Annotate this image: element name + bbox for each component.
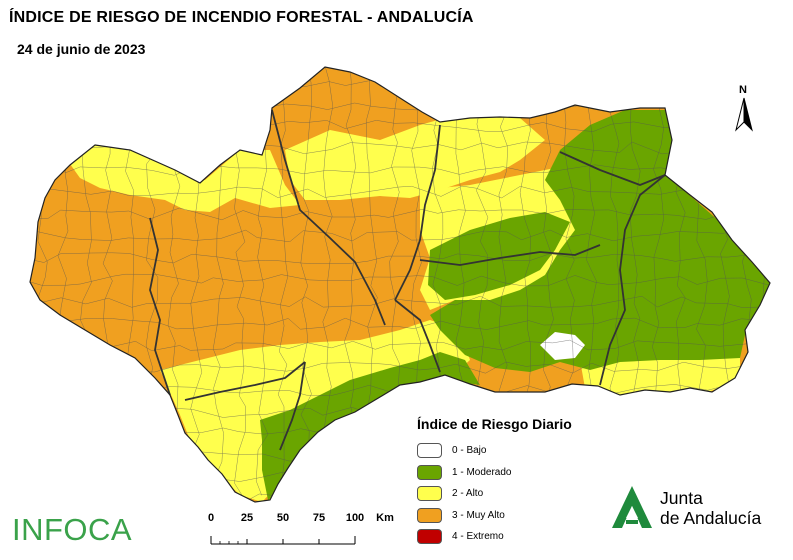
junta-text: Junta de Andalucía xyxy=(660,488,761,528)
legend-title: Índice de Riesgo Diario xyxy=(417,416,572,432)
border-cordoba-jaen xyxy=(394,124,441,301)
north-arrow: N xyxy=(732,84,758,134)
municipality-line xyxy=(30,252,768,264)
legend-label-muy-alto: 3 - Muy Alto xyxy=(452,509,505,521)
scale-unit: Km xyxy=(376,512,394,524)
legend-label-bajo: 0 - Bajo xyxy=(452,445,487,457)
municipality-line xyxy=(277,67,289,502)
municipality-line xyxy=(30,273,769,287)
scale-label-0: 0 xyxy=(207,512,215,524)
legend-item-moderado: 1 - Moderado xyxy=(417,462,572,484)
scale-label-25: 25 xyxy=(240,512,254,524)
north-letter: N xyxy=(739,84,747,96)
scale-label-75: 75 xyxy=(312,512,326,524)
legend-label-moderado: 1 - Moderado xyxy=(452,466,512,478)
municipality-line xyxy=(30,450,769,463)
bajo-zone-sierra-nevada xyxy=(540,332,585,360)
municipality-line xyxy=(20,55,765,66)
municipality-line xyxy=(30,427,769,441)
municipality-line xyxy=(30,229,765,243)
legend-label-alto: 2 - Alto xyxy=(452,488,484,500)
municipality-line xyxy=(30,295,765,308)
moderado-zone-central-east xyxy=(428,212,570,300)
border-jaen-granada xyxy=(419,244,601,266)
municipality-line xyxy=(300,67,313,502)
border-jaen-albacete xyxy=(559,151,666,186)
municipality-line xyxy=(30,405,767,418)
legend-swatch-bajo xyxy=(417,443,442,459)
border-sevilla-cadiz xyxy=(184,361,306,401)
border-huelva-sevilla xyxy=(149,217,171,396)
junta-line1: Junta xyxy=(660,488,703,508)
municipality-line xyxy=(14,61,26,503)
junta-line2: de Andalucía xyxy=(660,508,762,528)
legend-item-extremo: 4 - Extremo xyxy=(417,526,572,548)
map-date: 24 de junio de 2023 xyxy=(17,41,146,57)
junta-emblem-icon xyxy=(612,486,652,528)
municipality-line xyxy=(30,75,763,89)
municipality-line xyxy=(30,317,770,330)
legend: Índice de Riesgo Diario 0 - Bajo 1 - Mod… xyxy=(417,416,572,548)
legend-item-alto: 2 - Alto xyxy=(417,483,572,505)
legend-label-extremo: 4 - Extremo xyxy=(452,531,504,543)
border-cadiz-malaga xyxy=(279,361,306,451)
scale-label-50: 50 xyxy=(276,512,290,524)
border-granada-almeria xyxy=(599,174,666,386)
scale-bar-line xyxy=(210,536,356,545)
municipality-line xyxy=(30,339,764,351)
legend-swatch-extremo xyxy=(417,529,442,545)
north-arrow-icon xyxy=(735,97,753,132)
legend-item-bajo: 0 - Bajo xyxy=(417,440,572,462)
legend-swatch-muy-alto xyxy=(417,507,442,523)
scale-label-100: 100 xyxy=(345,512,365,524)
junta-andalucia-logo: Junta de Andalucía xyxy=(608,484,788,534)
legend-swatch-alto xyxy=(417,486,442,502)
municipality-line xyxy=(30,185,769,199)
legend-swatch-moderado xyxy=(417,464,442,480)
moderado-zone-east xyxy=(430,110,770,372)
municipality-line xyxy=(30,471,770,484)
map-title: ÍNDICE DE RIESGO DE INCENDIO FORESTAL - … xyxy=(9,9,474,26)
border-malaga-granada xyxy=(394,299,441,373)
scale-bar: 0 25 50 75 100 Km xyxy=(207,512,394,552)
legend-item-muy-alto: 3 - Muy Alto xyxy=(417,505,572,527)
province-borders xyxy=(149,109,666,451)
border-sevilla-cordoba xyxy=(271,109,386,326)
municipality-line xyxy=(30,207,770,221)
infoca-logo: INFOCA xyxy=(12,512,133,547)
alto-zone-northwest xyxy=(60,140,300,212)
municipality-line xyxy=(30,164,770,176)
